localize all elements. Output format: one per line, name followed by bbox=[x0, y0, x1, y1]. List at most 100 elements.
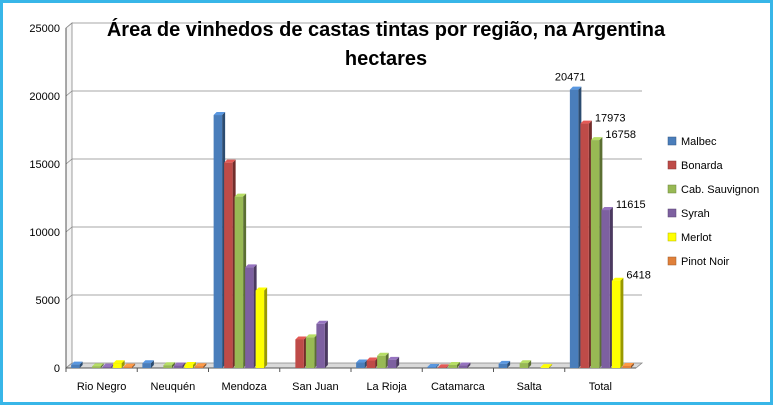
bar bbox=[569, 89, 579, 369]
x-category-label: Salta bbox=[517, 381, 543, 393]
bar bbox=[622, 365, 631, 368]
bar-top bbox=[92, 363, 104, 367]
bar-side bbox=[203, 363, 207, 368]
bar-side bbox=[182, 362, 186, 368]
bar-top bbox=[123, 363, 136, 367]
x-category-label: Neuquén bbox=[151, 381, 196, 393]
bar-top bbox=[580, 120, 592, 124]
bar-top bbox=[213, 112, 226, 116]
bar bbox=[437, 367, 447, 368]
data-label: 20471 bbox=[555, 72, 586, 84]
bar-top bbox=[377, 352, 389, 356]
bar bbox=[71, 364, 80, 368]
gridline bbox=[65, 294, 642, 301]
legend-swatch bbox=[667, 136, 677, 146]
legend-label: Malbec bbox=[681, 136, 717, 148]
bar bbox=[519, 363, 529, 368]
x-category-label: Mendoza bbox=[221, 381, 267, 393]
bar-side bbox=[467, 362, 471, 368]
bar-top bbox=[163, 362, 175, 366]
bar-top bbox=[113, 360, 125, 364]
bar-side bbox=[150, 360, 154, 368]
bar bbox=[316, 323, 325, 368]
bar-side bbox=[171, 362, 175, 368]
bar-top bbox=[458, 362, 471, 366]
bar bbox=[234, 196, 244, 368]
bar bbox=[448, 365, 457, 368]
bar bbox=[601, 210, 610, 368]
bar-side bbox=[549, 364, 553, 368]
bar bbox=[356, 362, 365, 368]
bar bbox=[255, 290, 265, 368]
bar-top bbox=[448, 362, 460, 366]
bar bbox=[366, 360, 376, 368]
bar-top bbox=[601, 207, 613, 211]
legend-swatch bbox=[667, 256, 677, 266]
legend-swatch bbox=[667, 208, 677, 218]
bar-top bbox=[245, 264, 257, 268]
bar-top bbox=[224, 159, 236, 163]
bar-top bbox=[387, 356, 400, 360]
gridline bbox=[65, 226, 642, 233]
bar bbox=[224, 162, 233, 368]
bar-top bbox=[305, 334, 318, 338]
bar bbox=[113, 363, 122, 368]
bar-side bbox=[264, 287, 268, 368]
y-tick-label: 0 bbox=[54, 363, 60, 375]
gridline bbox=[65, 22, 642, 29]
bar bbox=[590, 140, 600, 368]
bar-top bbox=[102, 363, 115, 367]
x-category-label: San Juan bbox=[292, 381, 338, 393]
bar-chart: 0 5000 10000 15000 20000 25000 Rio Negro Neuqué… bbox=[29, 18, 759, 393]
bar bbox=[387, 359, 397, 368]
bar-side bbox=[507, 360, 511, 368]
x-category-label: Total bbox=[589, 381, 612, 393]
bar-side bbox=[121, 360, 125, 368]
bar-top bbox=[71, 361, 83, 365]
gridline bbox=[65, 90, 642, 97]
data-label: 16758 bbox=[605, 129, 636, 141]
bar-side bbox=[79, 361, 83, 368]
bar-side bbox=[132, 363, 136, 368]
legend-label: Merlot bbox=[681, 232, 712, 244]
side-wall bbox=[65, 22, 73, 369]
bar-side bbox=[620, 277, 624, 368]
bar bbox=[611, 280, 621, 368]
bar bbox=[142, 363, 151, 368]
bar bbox=[245, 267, 254, 368]
label-layer: 20471 17973 16758 11615 6418 bbox=[555, 72, 651, 282]
legend-label: Pinot Noir bbox=[681, 256, 730, 268]
legend-swatch bbox=[667, 232, 677, 242]
bar bbox=[305, 337, 315, 368]
bar-top bbox=[622, 362, 634, 366]
bar bbox=[427, 367, 436, 368]
bar-side bbox=[435, 364, 439, 368]
bar-top bbox=[590, 137, 603, 141]
bar bbox=[540, 367, 550, 368]
bar bbox=[377, 355, 386, 368]
bar bbox=[123, 366, 133, 368]
bar-top bbox=[234, 193, 247, 197]
chart-subtitle: hectares bbox=[345, 48, 427, 70]
axis-layer: 0 5000 10000 15000 20000 25000 Rio Negro Neuqué… bbox=[29, 23, 636, 393]
bar-side bbox=[192, 362, 196, 368]
y-tick-label: 15000 bbox=[29, 159, 60, 171]
bar-layer bbox=[71, 86, 634, 369]
bar-top bbox=[540, 364, 553, 368]
bar-side bbox=[528, 360, 532, 368]
x-category-label: Rio Negro bbox=[77, 381, 127, 393]
chart-title: Área de vinhedos de castas tintas por re… bbox=[107, 18, 666, 41]
bar bbox=[92, 366, 101, 368]
bar-top bbox=[498, 360, 511, 364]
bar bbox=[163, 365, 172, 368]
bar-side bbox=[324, 320, 328, 368]
data-label: 17973 bbox=[595, 113, 626, 125]
legend-swatch bbox=[667, 184, 677, 194]
x-category-label: Catamarca bbox=[431, 381, 486, 393]
bar-top bbox=[611, 277, 624, 281]
bar bbox=[102, 366, 112, 368]
gridline bbox=[65, 158, 642, 165]
legend-label: Bonarda bbox=[681, 160, 723, 172]
bar-top bbox=[142, 360, 154, 364]
